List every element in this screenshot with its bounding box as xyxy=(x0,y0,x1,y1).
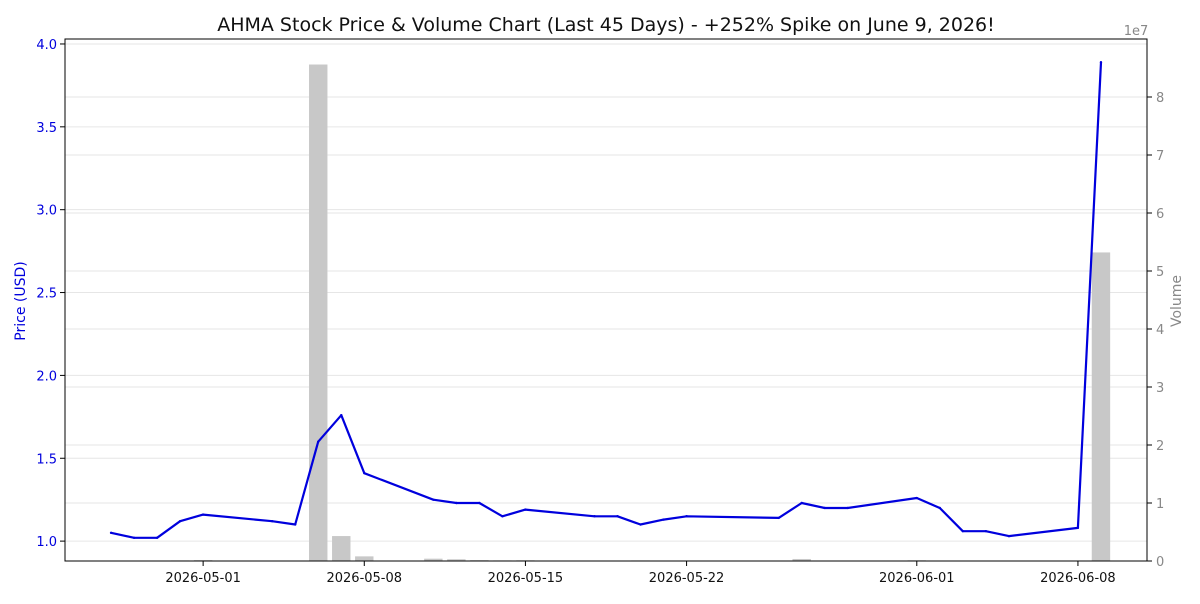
price-point xyxy=(133,537,135,539)
price-line-layer xyxy=(110,61,1102,539)
y2-offset-label: 1e7 xyxy=(1124,24,1149,39)
price-point xyxy=(501,515,503,517)
x-tick-label: 2026-05-15 xyxy=(488,571,564,586)
y2-tick-label: 2 xyxy=(1156,439,1164,454)
price-point xyxy=(455,502,457,504)
y-tick-label: 2.5 xyxy=(36,287,57,302)
price-point xyxy=(1077,527,1079,529)
gridlines xyxy=(65,44,1147,541)
price-point xyxy=(662,518,664,520)
y-tick-label: 1.0 xyxy=(36,535,57,550)
y2-tick-label: 8 xyxy=(1156,91,1164,106)
price-point xyxy=(340,414,342,416)
price-point xyxy=(432,498,434,500)
price-point xyxy=(1008,535,1010,537)
y2-axis-label: Volume xyxy=(1169,275,1185,327)
price-point xyxy=(847,507,849,509)
price-point xyxy=(202,513,204,515)
price-point xyxy=(824,507,826,509)
price-point xyxy=(639,523,641,525)
price-point xyxy=(685,515,687,517)
y-tick-label: 2.0 xyxy=(36,369,57,384)
price-point xyxy=(939,507,941,509)
price-point xyxy=(593,515,595,517)
y2-tick-label: 0 xyxy=(1156,555,1164,570)
x-tick-label: 2026-05-01 xyxy=(165,571,241,586)
y2-tick-label: 6 xyxy=(1156,207,1164,222)
price-point xyxy=(962,530,964,532)
y2-tick-label: 1 xyxy=(1156,497,1164,512)
volume-bars xyxy=(102,65,1110,561)
price-point xyxy=(777,517,779,519)
volume-bar xyxy=(332,536,350,561)
price-point xyxy=(916,497,918,499)
y-tick-label: 4.0 xyxy=(36,38,57,53)
price-line xyxy=(111,62,1101,538)
price-point xyxy=(616,515,618,517)
price-point xyxy=(294,523,296,525)
price-point xyxy=(156,537,158,539)
price-point xyxy=(478,502,480,504)
x-tick-label: 2026-06-01 xyxy=(879,571,955,586)
y-tick-label: 1.5 xyxy=(36,452,57,467)
price-point xyxy=(363,472,365,474)
volume-bar xyxy=(1092,252,1110,561)
price-point xyxy=(110,532,112,534)
chart-title: AHMA Stock Price & Volume Chart (Last 45… xyxy=(217,14,995,36)
volume-bar xyxy=(355,556,373,561)
price-point xyxy=(271,520,273,522)
y2-tick-label: 3 xyxy=(1156,381,1164,396)
x-tick-label: 2026-05-08 xyxy=(326,571,402,586)
y-tick-label: 3.5 xyxy=(36,121,57,136)
price-point xyxy=(1100,61,1102,63)
price-point xyxy=(985,530,987,532)
y2-tick-label: 7 xyxy=(1156,149,1164,164)
y-axis-label: Price (USD) xyxy=(13,261,29,340)
y-tick-label: 3.0 xyxy=(36,204,57,219)
plot-frame xyxy=(65,39,1147,561)
y2-tick-label: 5 xyxy=(1156,265,1164,280)
volume-bar xyxy=(309,65,327,561)
y2-tick-label: 4 xyxy=(1156,323,1164,338)
x-tick-label: 2026-06-08 xyxy=(1040,571,1116,586)
x-tick-label: 2026-05-22 xyxy=(649,571,725,586)
axes: 1.0 1.5 2.0 2.5 3.0 3.5 4.0 0 1 2 3 4 5 6 7 8 2026-05-01… xyxy=(36,38,1164,586)
price-point xyxy=(317,440,319,442)
price-point xyxy=(524,508,526,510)
price-point xyxy=(800,502,802,504)
price-point xyxy=(179,520,181,522)
